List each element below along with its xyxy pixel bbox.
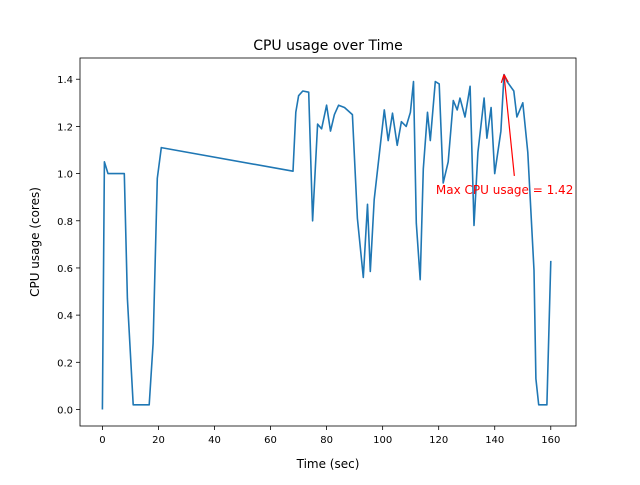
x-tick-label: 120: [429, 435, 448, 446]
x-axis-label: Time (sec): [296, 457, 360, 471]
annotation-max-label: Max CPU usage = 1.42: [436, 183, 573, 197]
y-tick-label: 0.4: [57, 311, 73, 322]
plot-frame: [79, 57, 577, 427]
x-tick-label: 140: [485, 435, 504, 446]
y-tick-label: 1.0: [57, 170, 73, 181]
y-tick-label: 0.0: [57, 405, 73, 416]
x-tick-label: 60: [264, 435, 277, 446]
y-tick-label: 1.4: [57, 75, 73, 86]
x-tick-label: 0: [99, 435, 105, 446]
y-tick-label: 0.6: [57, 264, 73, 275]
y-axis-label: CPU usage (cores): [28, 187, 42, 297]
y-tick-label: 0.8: [57, 217, 73, 228]
y-tick-label: 0.2: [57, 358, 73, 369]
x-tick-label: 80: [320, 435, 333, 446]
x-tick-label: 40: [208, 435, 221, 446]
chart-title: CPU usage over Time: [253, 38, 403, 54]
x-tick-label: 100: [373, 435, 392, 446]
x-tick-label: 160: [541, 435, 560, 446]
annotation-arrowhead: [500, 74, 509, 84]
annotation-arrow: [503, 74, 515, 177]
y-tick-label: 1.2: [57, 122, 73, 133]
x-tick-label: 20: [152, 435, 165, 446]
series-line-cpu-usage: [101, 73, 552, 410]
